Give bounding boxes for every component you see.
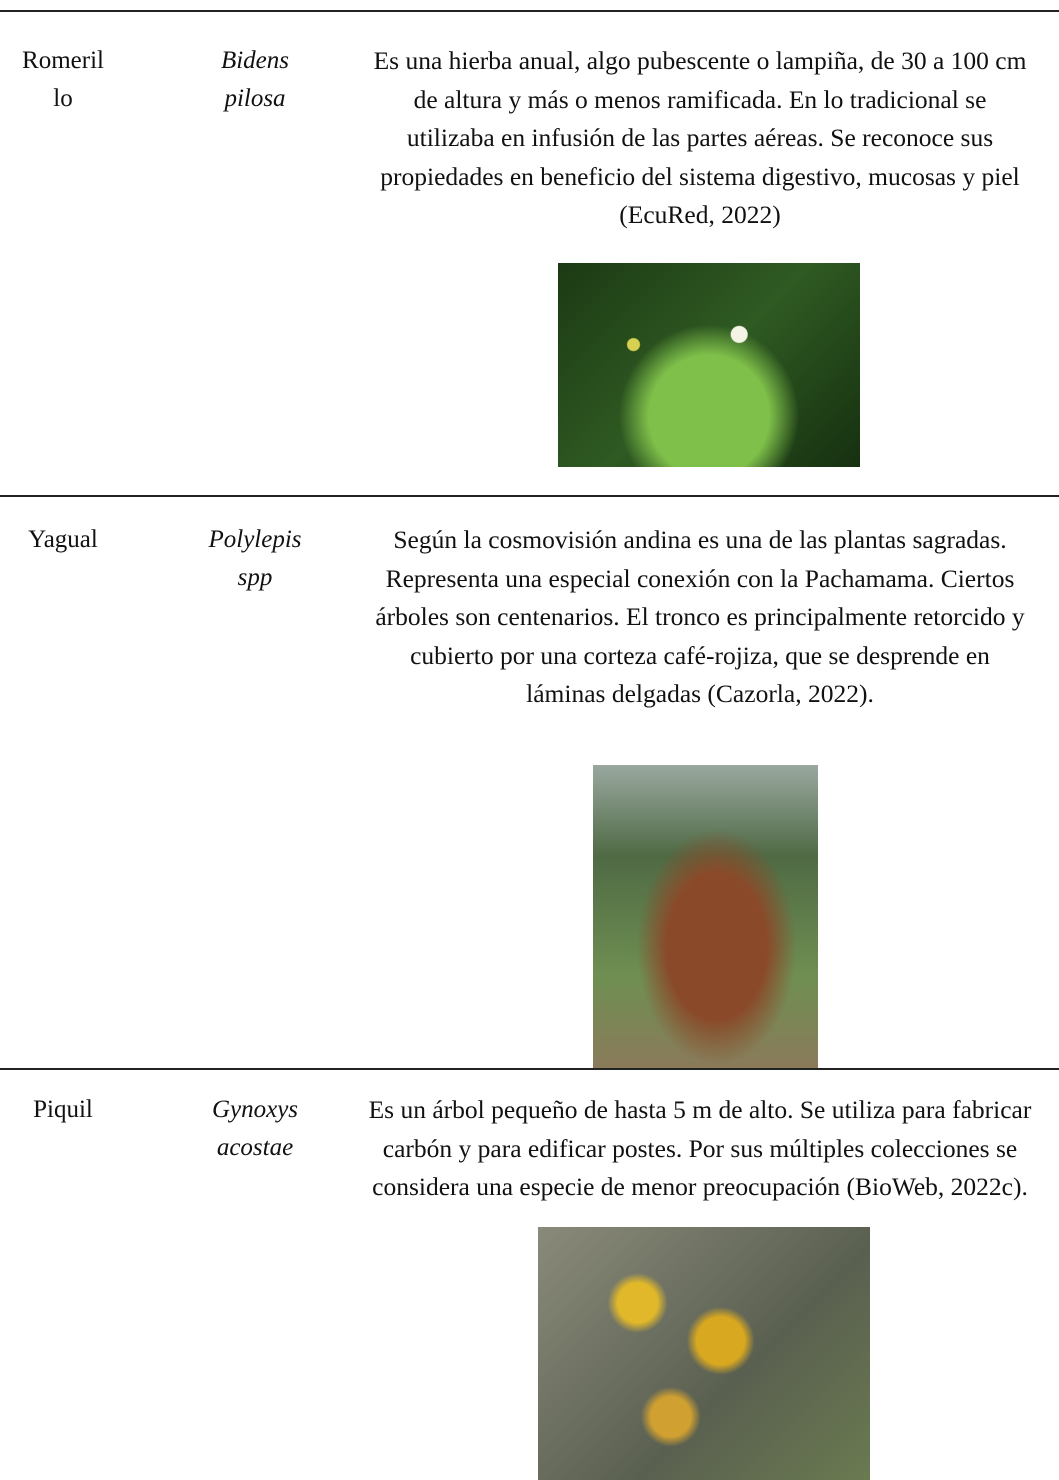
plant-photo xyxy=(558,263,860,467)
description: Es un árbol pequeño de hasta 5 m de alto… xyxy=(368,1095,1032,1201)
table-rule xyxy=(0,10,1059,12)
scientific-name: Bidens pilosa xyxy=(220,47,290,112)
common-name: Romerillo xyxy=(22,47,104,112)
scientific-name: Gynoxys acostae xyxy=(211,1096,299,1161)
common-name: Piquil xyxy=(33,1096,93,1123)
description: Es una hierba anual, algo pubescente o l… xyxy=(373,46,1027,229)
table-rule xyxy=(0,1068,1059,1070)
plant-photo xyxy=(593,765,818,1068)
common-name: Yagual xyxy=(28,526,98,553)
table-rule xyxy=(0,495,1059,497)
scientific-name: Polylepis spp xyxy=(208,526,302,591)
plant-photo xyxy=(538,1227,870,1480)
description: Según la cosmovisión andina es una de la… xyxy=(375,525,1025,708)
